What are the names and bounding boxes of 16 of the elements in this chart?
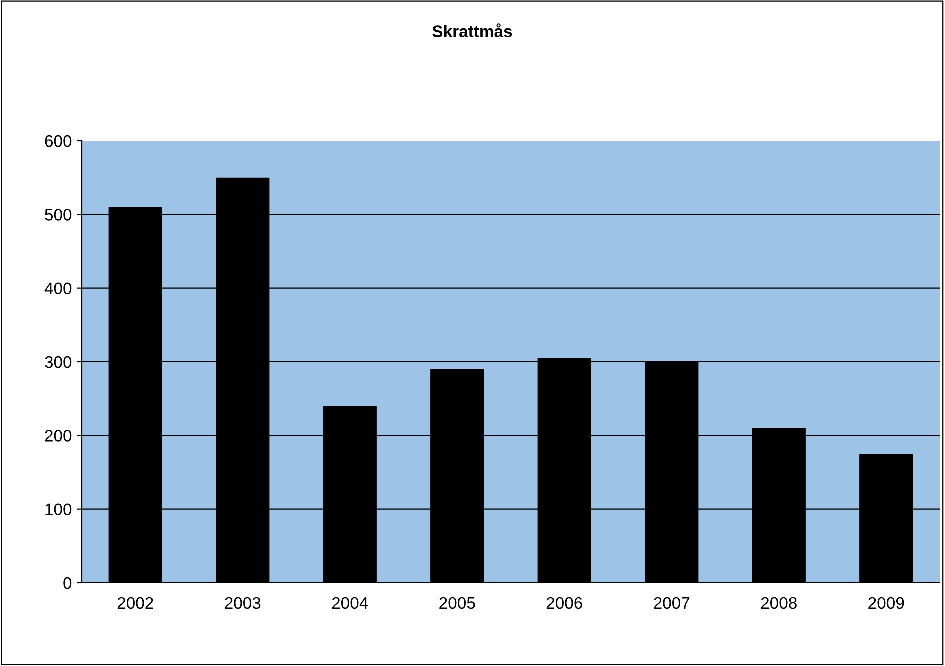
x-tick-label: 2008 <box>761 597 797 610</box>
x-tick-label: 2009 <box>868 597 904 610</box>
y-tick-label: 200 <box>45 430 72 442</box>
x-tick-label: 2007 <box>654 597 690 610</box>
x-tick-label: 2005 <box>440 597 476 610</box>
x-tick-label: 2004 <box>332 597 368 610</box>
y-tick-label: 400 <box>44 282 72 295</box>
y-tick-label: 0 <box>64 577 72 590</box>
y-tick-label: 100 <box>46 504 72 516</box>
y-tick-label: 300 <box>45 356 72 368</box>
y-tick-label: 600 <box>45 135 72 148</box>
x-tick-label: 2003 <box>225 597 261 610</box>
x-tick-label: 2006 <box>546 597 582 610</box>
chart-title: Skrattmås <box>432 24 512 38</box>
x-tick-label: 2002 <box>118 597 154 610</box>
y-tick-label: 500 <box>45 209 72 221</box>
